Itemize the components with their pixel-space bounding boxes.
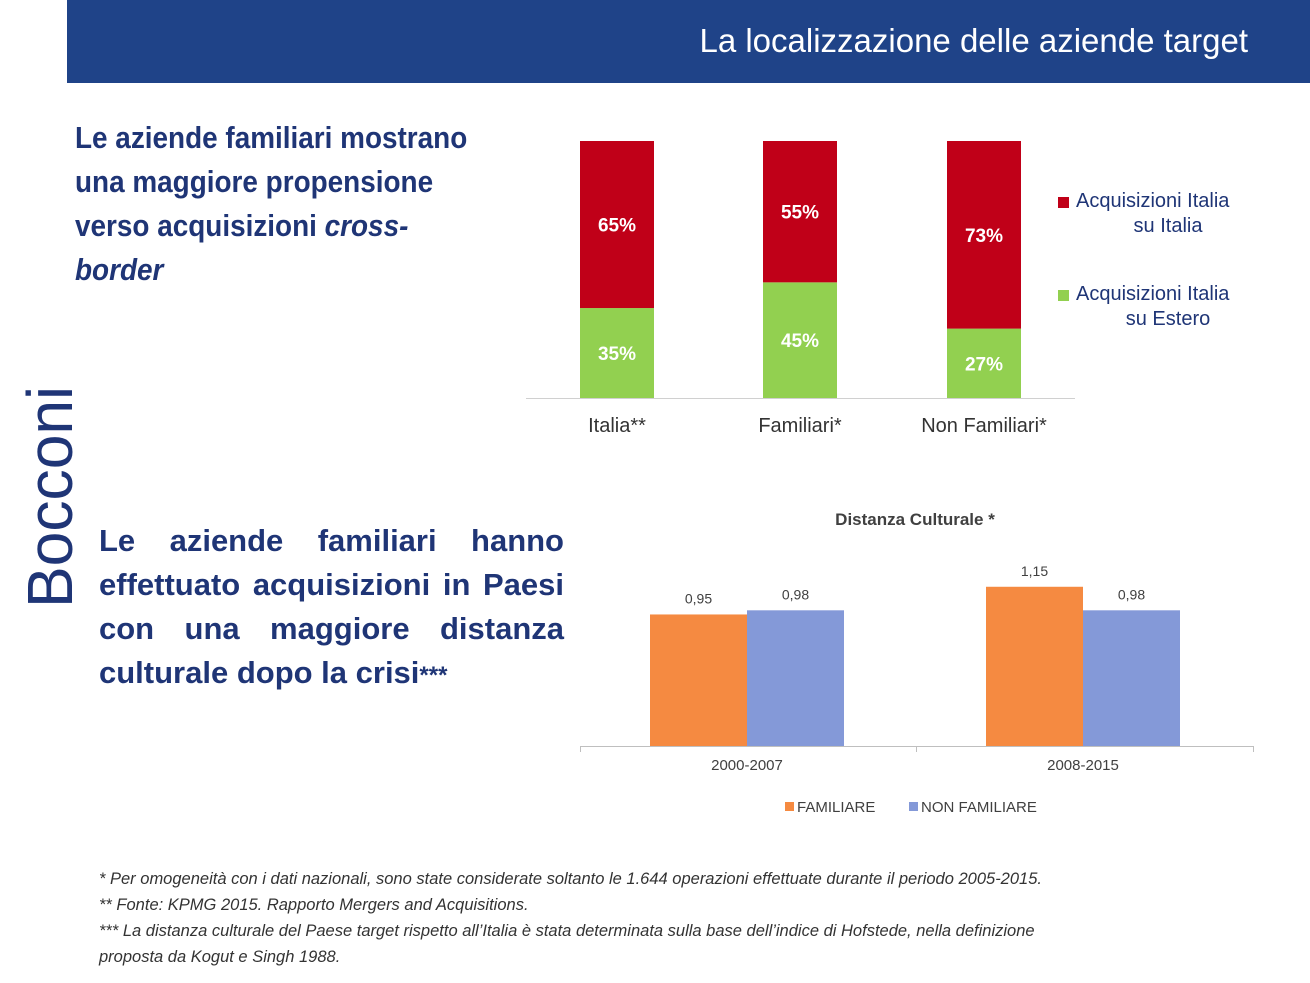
- data-label: 55%: [781, 203, 819, 224]
- category-label: Italia**: [588, 415, 646, 437]
- legend-label: su Italia: [1134, 215, 1204, 237]
- data-label: 0,95: [685, 590, 712, 606]
- legend-swatch: [785, 802, 794, 811]
- category-label: 2008-2015: [1047, 757, 1119, 774]
- legend-label: NON FAMILIARE: [921, 799, 1037, 816]
- bar-estero-2: [763, 282, 837, 398]
- legend-swatch: [909, 802, 918, 811]
- data-label: 45%: [781, 331, 819, 352]
- footnote-2: ** Fonte: KPMG 2015. Rapporto Mergers an…: [99, 896, 529, 914]
- data-label: 0,98: [1118, 586, 1145, 602]
- finding-cross-border-emphasis: cross-border: [75, 208, 409, 287]
- data-label: 35%: [598, 344, 636, 365]
- category-label: Familiari*: [758, 415, 842, 437]
- cultural-distance-chart: Distanza Culturale * 0,95 0,98 2000-2007 1,1…: [580, 510, 1254, 816]
- bar-non-familiare-2: [1083, 610, 1180, 746]
- footnotes: * Per omogeneità con i dati nazionali, s…: [99, 866, 1279, 970]
- footnote-3: *** La distanza culturale del Paese targ…: [99, 922, 1035, 940]
- finding-cultural-distance: Le aziende familiari hanno effettuato ac…: [99, 519, 564, 698]
- bar-estero-1: [580, 308, 654, 398]
- data-label: 27%: [965, 354, 1003, 375]
- bar-italia-2: [763, 141, 837, 283]
- finding-cultural-distance-suffix: ***: [419, 662, 448, 689]
- chart-title: Distanza Culturale *: [835, 510, 995, 529]
- legend-label: Acquisizioni Italia: [1076, 283, 1230, 305]
- bar-familiare-1: [650, 614, 747, 746]
- bar-italia-1: [580, 141, 654, 309]
- category-label: 2000-2007: [711, 757, 783, 774]
- legend-swatch: [1058, 290, 1069, 301]
- bar-estero-3: [947, 328, 1021, 398]
- bar-italia-3: [947, 141, 1021, 329]
- finding-cultural-distance-text: Le aziende familiari hanno effettuato ac…: [99, 523, 564, 690]
- category-label: Non Familiari*: [921, 415, 1047, 437]
- footnote-4: proposta da Kogut e Singh 1988.: [99, 948, 341, 966]
- legend-label: Acquisizioni Italia: [1076, 190, 1230, 212]
- legend-swatch: [1058, 197, 1069, 208]
- stacked-bar-chart: 35% 65% Italia** 45% 55% Familiari* 27% 73% Non …: [526, 141, 1230, 437]
- title-banner: La localizzazione delle aziende target: [67, 0, 1310, 83]
- bar-non-familiare-1: [747, 610, 844, 746]
- legend-label: su Estero: [1126, 308, 1210, 330]
- data-label: 0,98: [782, 586, 809, 602]
- slide-title: La localizzazione delle aziende target: [699, 22, 1248, 59]
- finding-cross-border-text: Le aziende familiari mostrano una maggio…: [75, 120, 468, 243]
- footnote-1: * Per omogeneità con i dati nazionali, s…: [99, 870, 1042, 888]
- finding-cross-border: Le aziende familiari mostrano una maggio…: [75, 116, 485, 292]
- data-label: 73%: [965, 226, 1003, 247]
- data-label: 1,15: [1021, 563, 1048, 579]
- logo-text: Bocconi: [14, 386, 82, 608]
- data-label: 65%: [598, 216, 636, 237]
- legend-label: FAMILIARE: [797, 799, 875, 816]
- bar-familiare-2: [986, 586, 1083, 746]
- bocconi-logo: Bocconi: [14, 386, 82, 608]
